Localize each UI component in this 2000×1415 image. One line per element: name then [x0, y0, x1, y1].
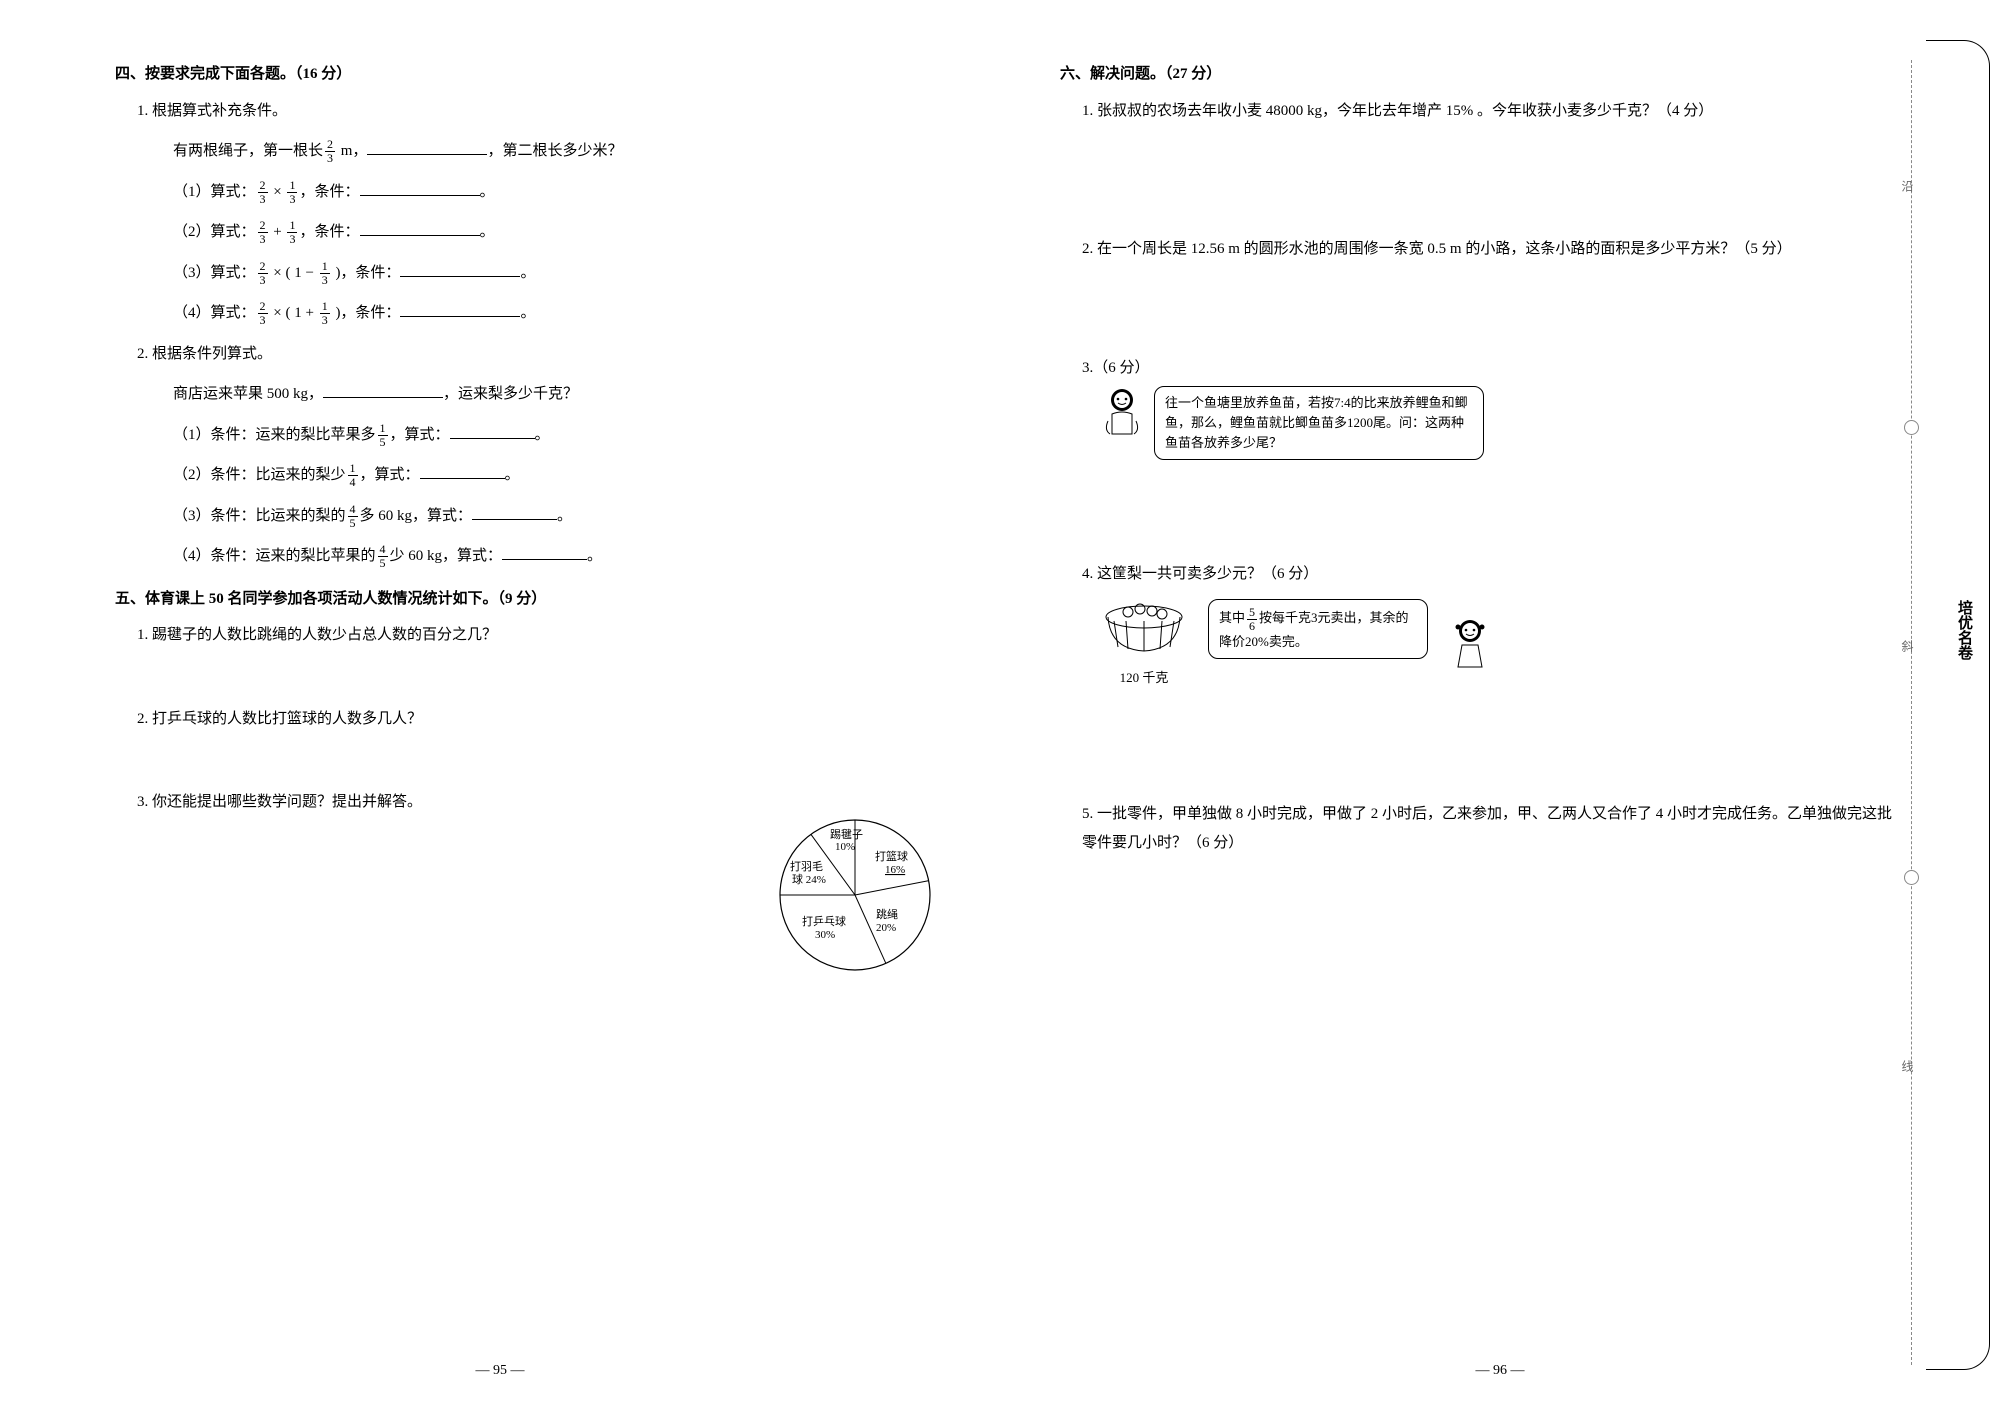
- page-num-96: — 96 —: [1476, 1358, 1525, 1385]
- s6-q2: 2. 在一个周长是 12.56 m 的圆形水池的周围修一条宽 0.5 m 的小路…: [1082, 235, 1900, 264]
- page-left: 四、按要求完成下面各题。（16 分） 1. 根据算式补充条件。 有两根绳子，第一…: [0, 0, 1000, 1415]
- section4-title: 四、按要求完成下面各题。（16 分）: [115, 60, 940, 89]
- blank[interactable]: [420, 464, 505, 479]
- q1-s4: （4）算式：23 × ( 1 + 13 )，条件：。: [173, 299, 940, 328]
- q3-illustration: 往一个鱼塘里放养鱼苗，若按7:4的比来放养鲤鱼和鲫鱼，那么，鲤鱼苗就比鲫鱼苗多1…: [1100, 386, 1900, 460]
- section5-title: 五、体育课上 50 名同学参加各项活动人数情况统计如下。（9 分）: [115, 585, 940, 614]
- page-spread: 四、按要求完成下面各题。（16 分） 1. 根据算式补充条件。 有两根绳子，第一…: [0, 0, 2000, 1415]
- q1-s3: （3）算式：23 × ( 1 − 13 )，条件：。: [173, 259, 940, 288]
- basket-label: 120 千克: [1100, 666, 1188, 691]
- s4-q2: 2. 根据条件列算式。 商店运来苹果 500 kg，，运来梨多少千克？ （1）条…: [137, 340, 940, 571]
- cut-char-3: 线: [1895, 1060, 1918, 1072]
- s5-q1: 1. 踢毽子的人数比跳绳的人数少占总人数的百分之几？: [137, 621, 940, 650]
- s4-q1: 1. 根据算式补充条件。 有两根绳子，第一根长23 m，，第二根长多少米？ （1…: [137, 97, 940, 328]
- page-right: 六、解决问题。（27 分） 1. 张叔叔的农场去年收小麦 48000 kg，今年…: [1000, 0, 2000, 1415]
- cut-char-1: 沿: [1895, 180, 1918, 192]
- q1-stem: 根据算式补充条件。: [152, 103, 287, 119]
- chart-label-shuttle: 踢毽子: [830, 827, 863, 841]
- blank[interactable]: [367, 140, 487, 155]
- q1-line: 有两根绳子，第一根长23 m，，第二根长多少米？: [173, 137, 940, 166]
- child-icon: [1100, 386, 1144, 442]
- page-num-95: — 95 —: [476, 1358, 525, 1385]
- blank[interactable]: [502, 545, 587, 560]
- basket-icon: [1100, 599, 1188, 657]
- margin-label: 培优名卷: [1950, 600, 1979, 660]
- blank[interactable]: [400, 262, 520, 277]
- frac-2-3: 23: [325, 138, 335, 164]
- chart-label-pingpong: 打乒乓球: [802, 914, 846, 928]
- chart-label-basketball: 打篮球: [875, 849, 908, 863]
- blank[interactable]: [360, 181, 480, 196]
- s6-q1: 1. 张叔叔的农场去年收小麦 48000 kg，今年比去年增产 15% 。今年收…: [1082, 97, 1900, 126]
- chart-label-rope-pct: 20%: [876, 922, 896, 934]
- margin-decoration: [1926, 40, 1990, 1370]
- s5-q2: 2. 打乒乓球的人数比打篮球的人数多几人？: [137, 705, 940, 734]
- blank[interactable]: [472, 505, 557, 520]
- activity-pie-chart: 踢毽子 10% 打篮球 16% 跳绳 20% 打乒乓球 30% 打羽毛 球 24…: [770, 810, 940, 980]
- q2-line: 商店运来苹果 500 kg，，运来梨多少千克？: [173, 380, 940, 409]
- blank[interactable]: [400, 302, 520, 317]
- chart-label-shuttle-pct: 10%: [835, 841, 855, 853]
- s6-q4: 4. 这筐梨一共可卖多少元？（6 分） 120 千克 其中56按每千克3元卖出，…: [1082, 560, 1900, 690]
- q1-s1: （1）算式：23 × 13，条件：。: [173, 178, 940, 207]
- cut-char-2: 斜: [1895, 640, 1918, 652]
- q4-speech-bubble: 其中56按每千克3元卖出，其余的降价20%卖完。: [1208, 599, 1428, 659]
- blank[interactable]: [360, 221, 480, 236]
- cut-circle-icon: [1904, 420, 1919, 435]
- blank[interactable]: [323, 383, 443, 398]
- q2-s1: （1）条件：运来的梨比苹果多15，算式：。: [173, 421, 940, 450]
- q1-s2: （2）算式：23 + 13，条件：。: [173, 218, 940, 247]
- q3-speech-bubble: 往一个鱼塘里放养鱼苗，若按7:4的比来放养鲤鱼和鲫鱼，那么，鲤鱼苗就比鲫鱼苗多1…: [1154, 386, 1484, 460]
- girl-icon: [1448, 617, 1492, 673]
- q2-s2: （2）条件：比运来的梨少14，算式：。: [173, 461, 940, 490]
- q2-num: 2.: [137, 346, 148, 362]
- s6-q3: 3.（6 分） 往一个鱼塘里放养鱼苗，若按7:4的比来放养鲤鱼和鲫鱼，那么，鲤鱼…: [1082, 354, 1900, 461]
- chart-label-rope: 跳绳: [876, 907, 898, 921]
- chart-label-badminton: 打羽毛: [790, 859, 823, 873]
- basket-illustration: 120 千克: [1100, 599, 1188, 690]
- blank[interactable]: [450, 424, 535, 439]
- chart-label-pingpong-pct: 30%: [815, 929, 835, 941]
- cut-circle-icon: [1904, 870, 1919, 885]
- section6-title: 六、解决问题。（27 分）: [1060, 60, 1900, 89]
- q2-s3: （3）条件：比运来的梨的45多 60 kg，算式：。: [173, 502, 940, 531]
- chart-label-badminton-pct: 球 24%: [792, 872, 826, 886]
- q1-num: 1.: [137, 103, 148, 119]
- s6-q5: 5. 一批零件，甲单独做 8 小时完成，甲做了 2 小时后，乙来参加，甲、乙两人…: [1082, 800, 1900, 857]
- q2-s4: （4）条件：运来的梨比苹果的45少 60 kg，算式：。: [173, 542, 940, 571]
- chart-label-basketball-pct: 16%: [885, 864, 905, 876]
- q2-stem: 根据条件列算式。: [152, 346, 272, 362]
- cut-line: [1911, 60, 1912, 1365]
